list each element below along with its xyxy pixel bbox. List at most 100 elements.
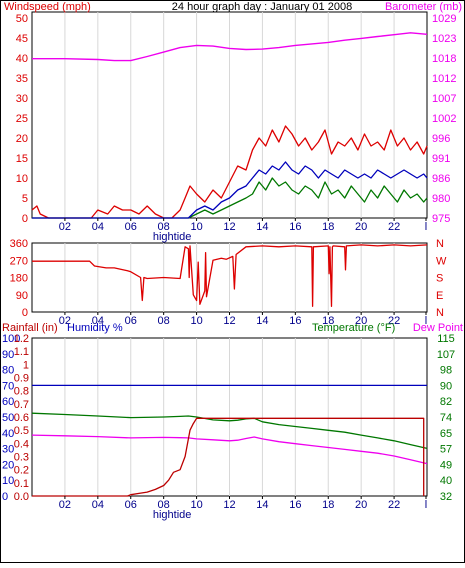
windspeed-tick-label: 0 <box>22 213 28 225</box>
direction-tick-label: 0 <box>22 307 28 319</box>
climate-x-tick-label: 08 <box>158 499 170 511</box>
barometer-line <box>32 32 428 62</box>
wind-x-tick-label: 12 <box>223 221 235 233</box>
climate-x-tick-label: 04 <box>92 499 104 511</box>
humidity-tick-label: 70 <box>2 380 14 392</box>
wind-gust-line <box>31 125 428 219</box>
wind-x-tick-label: 06 <box>125 221 137 233</box>
direction-x-tick-label: 12 <box>223 315 235 327</box>
wind-x-tick-label: 08 <box>158 221 170 233</box>
rainfall-tick-label: 0.5 <box>14 425 29 437</box>
windspeed-tick-label: 25 <box>16 113 28 125</box>
wind-x-tick-label: 10 <box>190 221 202 233</box>
humidity-tick-label: 100 <box>2 333 20 345</box>
wind-direction-line <box>32 244 428 307</box>
windspeed-tick-label: 5 <box>22 193 28 205</box>
rainfall-tick-label: 0.7 <box>14 399 29 411</box>
humidity-tick-label: 60 <box>2 396 14 408</box>
direction-x-tick-label: 08 <box>158 315 170 327</box>
humidity-tick-label: 40 <box>2 428 14 440</box>
barometer-tick-label: 1007 <box>432 93 456 105</box>
windspeed-tick-label: 30 <box>16 93 28 105</box>
wind-x-tick-label: 14 <box>256 221 268 233</box>
rainfall-tick-label: 0.4 <box>14 438 29 450</box>
windspeed-tick-label: 35 <box>16 73 28 85</box>
compass-tick-label: N <box>436 238 444 250</box>
barometer-tick-label: 991 <box>432 153 450 165</box>
direction-x-tick-label: 16 <box>289 315 301 327</box>
direction-x-tick-label: 06 <box>125 315 137 327</box>
rain-humidity-temperature-panel: Rainfall (in) Humidity % Temperature (°F) D… <box>2 322 463 521</box>
barometer-tick-label: 1023 <box>432 33 456 45</box>
barometer-tick-label: 1029 <box>432 13 456 25</box>
direction-x-tick-label: 22 <box>388 315 400 327</box>
temperature-axis-label: Temperature (°F) <box>312 322 395 334</box>
barometer-axis-label: Barometer (mb) <box>385 1 462 13</box>
direction-tick-label: 360 <box>10 238 28 250</box>
temperature-tick-label: 90 <box>440 380 452 392</box>
climate-x-tick-label: 16 <box>289 499 301 511</box>
rainfall-tick-label: 0.2 <box>14 465 29 477</box>
barometer-tick-label: 1012 <box>432 73 456 85</box>
temperature-tick-label: 107 <box>437 349 455 361</box>
rainfall-tick-label: 1 <box>23 359 29 371</box>
climate-x-tick-label: 18 <box>322 499 334 511</box>
wind-low-line <box>32 177 428 219</box>
barometer-tick-label: 986 <box>432 173 450 185</box>
windspeed-tick-label: 20 <box>16 133 28 145</box>
climate-x-tick-label: l <box>425 499 427 511</box>
humidity-tick-label: 10 <box>2 475 14 487</box>
temperature-tick-label: 74 <box>440 412 452 424</box>
direction-x-tick-label: 10 <box>190 315 202 327</box>
direction-x-tick-label: 18 <box>322 315 334 327</box>
wind-x-tick-label: 02 <box>59 221 71 233</box>
hightide-label: hightide <box>153 231 192 243</box>
temperature-tick-label: 49 <box>440 459 452 471</box>
wind-x-tick-label: l <box>425 221 427 233</box>
climate-x-tick-label: 14 <box>256 499 268 511</box>
rainfall-tick-label: 0.6 <box>14 412 29 424</box>
temperature-tick-label: 57 <box>440 444 452 456</box>
humidity-tick-label: 20 <box>2 459 14 471</box>
climate-x-tick-label: 10 <box>190 499 202 511</box>
barometer-tick-label: 975 <box>432 213 450 225</box>
humidity-axis-label: Humidity % <box>67 322 123 334</box>
climate-x-tick-label: 06 <box>125 499 137 511</box>
chart-title: 24 hour graph day : January 01 2008 <box>172 1 352 13</box>
barometer-tick-label: 1018 <box>432 53 456 65</box>
rainfall-tick-label: 0.0 <box>14 491 29 503</box>
direction-x-tick-label: 02 <box>59 315 71 327</box>
compass-tick-label: W <box>436 255 447 267</box>
windspeed-tick-label: 45 <box>16 33 28 45</box>
rainfall-tick-label: 0.1 <box>14 478 29 490</box>
humidity-tick-label: 90 <box>2 349 14 361</box>
wind-x-tick-label: 18 <box>322 221 334 233</box>
dewpoint-axis-label: Dew Point <box>413 322 463 334</box>
direction-tick-label: 90 <box>16 290 28 302</box>
wind-avg-line <box>32 161 428 219</box>
rainfall-axis-label: Rainfall (in) <box>2 322 58 334</box>
windspeed-tick-label: 15 <box>16 153 28 165</box>
windspeed-tick-label: 40 <box>16 53 28 65</box>
direction-x-tick-label: l <box>425 315 427 327</box>
windspeed-tick-label: 50 <box>16 13 28 25</box>
climate-x-tick-label: 02 <box>59 499 71 511</box>
rainfall-tick-label: 1.1 <box>14 346 29 358</box>
direction-tick-label: 270 <box>10 255 28 267</box>
rainfall-tick-label: 1.2 <box>14 333 29 345</box>
rainfall-tick-label: 0.8 <box>14 386 29 398</box>
rainfall-tick-label: 0.3 <box>14 452 29 464</box>
windspeed-axis-label: Windspeed (mph) <box>4 1 91 13</box>
dew-point-line <box>31 434 428 465</box>
temperature-tick-label: 32 <box>440 491 452 503</box>
barometer-tick-label: 1002 <box>432 113 456 125</box>
humidity-tick-label: 30 <box>2 444 14 456</box>
temperature-tick-label: 40 <box>440 475 452 487</box>
climate-x-tick-label: 22 <box>388 499 400 511</box>
direction-x-tick-label: 20 <box>355 315 367 327</box>
humidity-tick-label: 80 <box>2 365 14 377</box>
wind-barometer-panel: Windspeed (mph) 24 hour graph day : Janua… <box>4 1 462 243</box>
temperature-tick-label: 115 <box>437 333 455 345</box>
barometer-tick-label: 996 <box>432 133 450 145</box>
